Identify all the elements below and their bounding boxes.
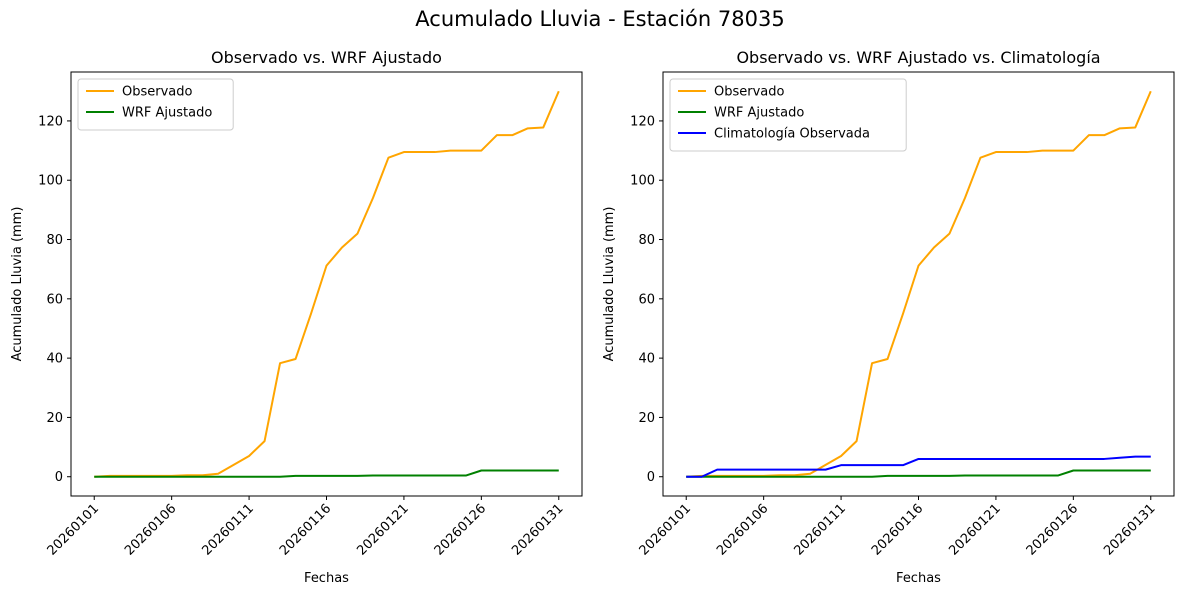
y-tick-label: 20 bbox=[638, 411, 655, 426]
x-tick-label: 20260126 bbox=[1024, 501, 1081, 558]
y-tick-label: 0 bbox=[55, 470, 63, 485]
y-tick-label: 120 bbox=[630, 114, 655, 129]
y-tick-label: 100 bbox=[630, 174, 655, 189]
series-line-wrf-ajustado bbox=[94, 469, 559, 478]
legend-label: Climatología Observada bbox=[714, 127, 870, 142]
y-tick-label: 40 bbox=[638, 352, 655, 367]
legend: Observado WRF Ajustado Climatología Observ… bbox=[669, 78, 907, 152]
legend-label: WRF Ajustado bbox=[122, 106, 212, 121]
x-tick-label: 20260111 bbox=[200, 501, 257, 558]
y-tick-label: 60 bbox=[638, 292, 655, 307]
y-tick-label: 60 bbox=[46, 292, 63, 307]
x-tick-label: 20260121 bbox=[354, 501, 411, 558]
x-tick-label: 20260106 bbox=[122, 501, 179, 558]
x-tick-label: 20260131 bbox=[509, 501, 566, 558]
x-tick-label: 20260101 bbox=[45, 501, 102, 558]
chart-title: Observado vs. WRF Ajustado bbox=[211, 48, 442, 67]
series-line-climatologia-observada bbox=[686, 455, 1151, 478]
y-tick-label: 20 bbox=[46, 411, 63, 426]
x-axis-label: Fechas bbox=[304, 571, 349, 586]
legend-label: Observado bbox=[122, 85, 193, 100]
x-tick-label: 20260126 bbox=[432, 501, 489, 558]
y-axis-label: Acumulado Lluvia (mm) bbox=[602, 207, 617, 362]
legend-box bbox=[77, 78, 234, 131]
legend-label: WRF Ajustado bbox=[714, 106, 804, 121]
x-tick-label: 20260131 bbox=[1101, 501, 1158, 558]
x-tick-label: 20260116 bbox=[869, 501, 926, 558]
x-tick-label: 20260101 bbox=[637, 501, 694, 558]
y-axis-label: Acumulado Lluvia (mm) bbox=[10, 207, 25, 362]
figure-title: Acumulado Lluvia - Estación 78035 bbox=[415, 7, 785, 31]
x-tick-label: 20260106 bbox=[714, 501, 771, 558]
chart-2: Observado vs. WRF Ajustado vs. Climatolo… bbox=[602, 48, 1175, 586]
legend-label: Observado bbox=[714, 85, 785, 100]
x-tick-label: 20260121 bbox=[946, 501, 1003, 558]
chart-1: Observado vs. WRF Ajustado 0 20 40 60 80 100 12… bbox=[10, 48, 583, 586]
y-tick-label: 40 bbox=[46, 352, 63, 367]
legend-box bbox=[669, 78, 907, 152]
series-line-observado bbox=[94, 90, 560, 478]
legend: Observado WRF Ajustado bbox=[77, 78, 234, 131]
y-tick-label: 0 bbox=[647, 470, 655, 485]
y-tick-label: 80 bbox=[638, 233, 655, 248]
x-tick-label: 20260116 bbox=[277, 501, 334, 558]
chart-title: Observado vs. WRF Ajustado vs. Climatolo… bbox=[736, 48, 1100, 67]
x-tick-label: 20260111 bbox=[792, 501, 849, 558]
x-axis-label: Fechas bbox=[896, 571, 941, 586]
y-tick-label: 120 bbox=[38, 114, 63, 129]
y-tick-label: 80 bbox=[46, 233, 63, 248]
series-line-wrf-ajustado bbox=[686, 469, 1151, 478]
y-tick-label: 100 bbox=[38, 174, 63, 189]
